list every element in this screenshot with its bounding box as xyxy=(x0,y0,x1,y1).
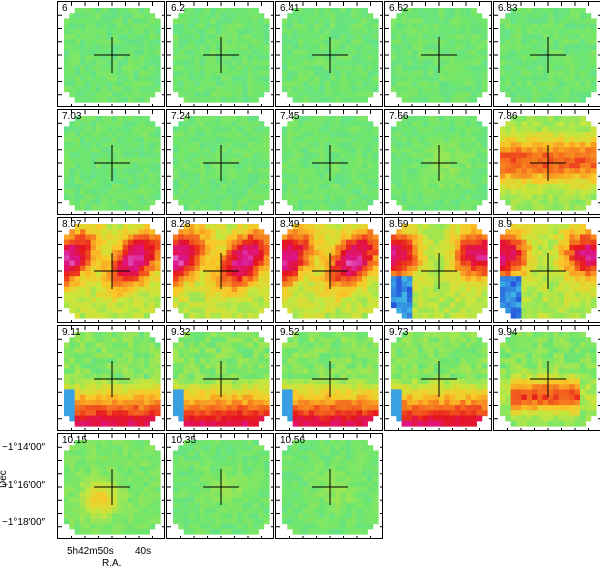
velocity-label: 10.35 xyxy=(171,435,197,446)
velocity-label: 8.28 xyxy=(171,219,191,230)
velocity-label: 6.62 xyxy=(389,3,409,14)
channel-panel: 7.24 xyxy=(166,109,274,215)
velocity-label: 8.69 xyxy=(389,219,409,230)
channel-map-image xyxy=(276,326,382,430)
velocity-label: 10.15 xyxy=(62,435,88,446)
velocity-label: 8.9 xyxy=(498,219,512,230)
channel-panel: 10.56 xyxy=(275,433,383,539)
channel-panel: 8.28 xyxy=(166,217,274,323)
channel-map-image xyxy=(58,2,164,106)
channel-panel: 6.41 xyxy=(275,1,383,107)
channel-map-image xyxy=(167,2,273,106)
channel-map-image xyxy=(167,434,273,538)
channel-map-image xyxy=(385,218,491,322)
channel-map-image xyxy=(167,326,273,430)
channel-panel: 7.66 xyxy=(384,109,492,215)
channel-panel: 8.07 xyxy=(57,217,165,323)
channel-map-image xyxy=(167,218,273,322)
channel-map-image xyxy=(385,110,491,214)
ra-axis-title: R.A. xyxy=(102,558,122,569)
channel-map-image xyxy=(276,218,382,322)
velocity-label: 6.41 xyxy=(280,3,300,14)
velocity-label: 9.94 xyxy=(498,327,518,338)
channel-map-image xyxy=(276,110,382,214)
channel-panel: 6.83 xyxy=(493,1,600,107)
velocity-label: 6.2 xyxy=(171,3,185,14)
velocity-label: 7.86 xyxy=(498,111,518,122)
channel-panel: 7.45 xyxy=(275,109,383,215)
ra-tick-1: 5h42m50s xyxy=(67,546,114,557)
channel-panel: 7.86 xyxy=(493,109,600,215)
channel-map-image xyxy=(276,434,382,538)
channel-map-image xyxy=(167,110,273,214)
velocity-label: 7.45 xyxy=(280,111,300,122)
velocity-label: 9.73 xyxy=(389,327,409,338)
channel-panel: 9.52 xyxy=(275,325,383,431)
channel-panel: 10.35 xyxy=(166,433,274,539)
channel-map-image xyxy=(494,218,600,322)
channel-panel: 10.15 xyxy=(57,433,165,539)
velocity-label: 7.24 xyxy=(171,111,191,122)
channel-panel: 8.9 xyxy=(493,217,600,323)
velocity-label: 8.49 xyxy=(280,219,300,230)
channel-map-image xyxy=(385,2,491,106)
velocity-label: 7.66 xyxy=(389,111,409,122)
velocity-label: 6.83 xyxy=(498,3,518,14)
velocity-label: 6 xyxy=(62,3,68,14)
velocity-label: 10.56 xyxy=(280,435,306,446)
channel-panel: 9.32 xyxy=(166,325,274,431)
channel-panel: 8.49 xyxy=(275,217,383,323)
channel-map-image xyxy=(58,434,164,538)
dec-tick-1: −1°14′00″ xyxy=(2,442,46,453)
velocity-label: 9.11 xyxy=(62,327,81,338)
channel-map-image xyxy=(494,326,600,430)
channel-map-image xyxy=(58,218,164,322)
dec-tick-2: −1°16′00″ xyxy=(2,480,46,491)
channel-panel: 8.69 xyxy=(384,217,492,323)
channel-panel: 6.2 xyxy=(166,1,274,107)
channel-map-image xyxy=(385,326,491,430)
channel-panel: 6.62 xyxy=(384,1,492,107)
channel-map-image xyxy=(276,2,382,106)
ra-tick-2: 40s xyxy=(135,546,152,557)
dec-axis-title: Dec xyxy=(0,470,9,488)
channel-map-image xyxy=(494,110,600,214)
channel-map-image xyxy=(58,110,164,214)
channel-panel: 6 xyxy=(57,1,165,107)
channel-map-image xyxy=(58,326,164,430)
channel-panel: 9.94 xyxy=(493,325,600,431)
channel-map-image xyxy=(494,2,600,106)
velocity-label: 9.32 xyxy=(171,327,191,338)
channel-panel: 9.11 xyxy=(57,325,165,431)
velocity-label: 7.03 xyxy=(62,111,82,122)
velocity-label: 8.07 xyxy=(62,219,82,230)
channel-panel: 9.73 xyxy=(384,325,492,431)
channel-panel: 7.03 xyxy=(57,109,165,215)
velocity-label: 9.52 xyxy=(280,327,300,338)
dec-tick-3: −1°18′00″ xyxy=(2,517,46,528)
